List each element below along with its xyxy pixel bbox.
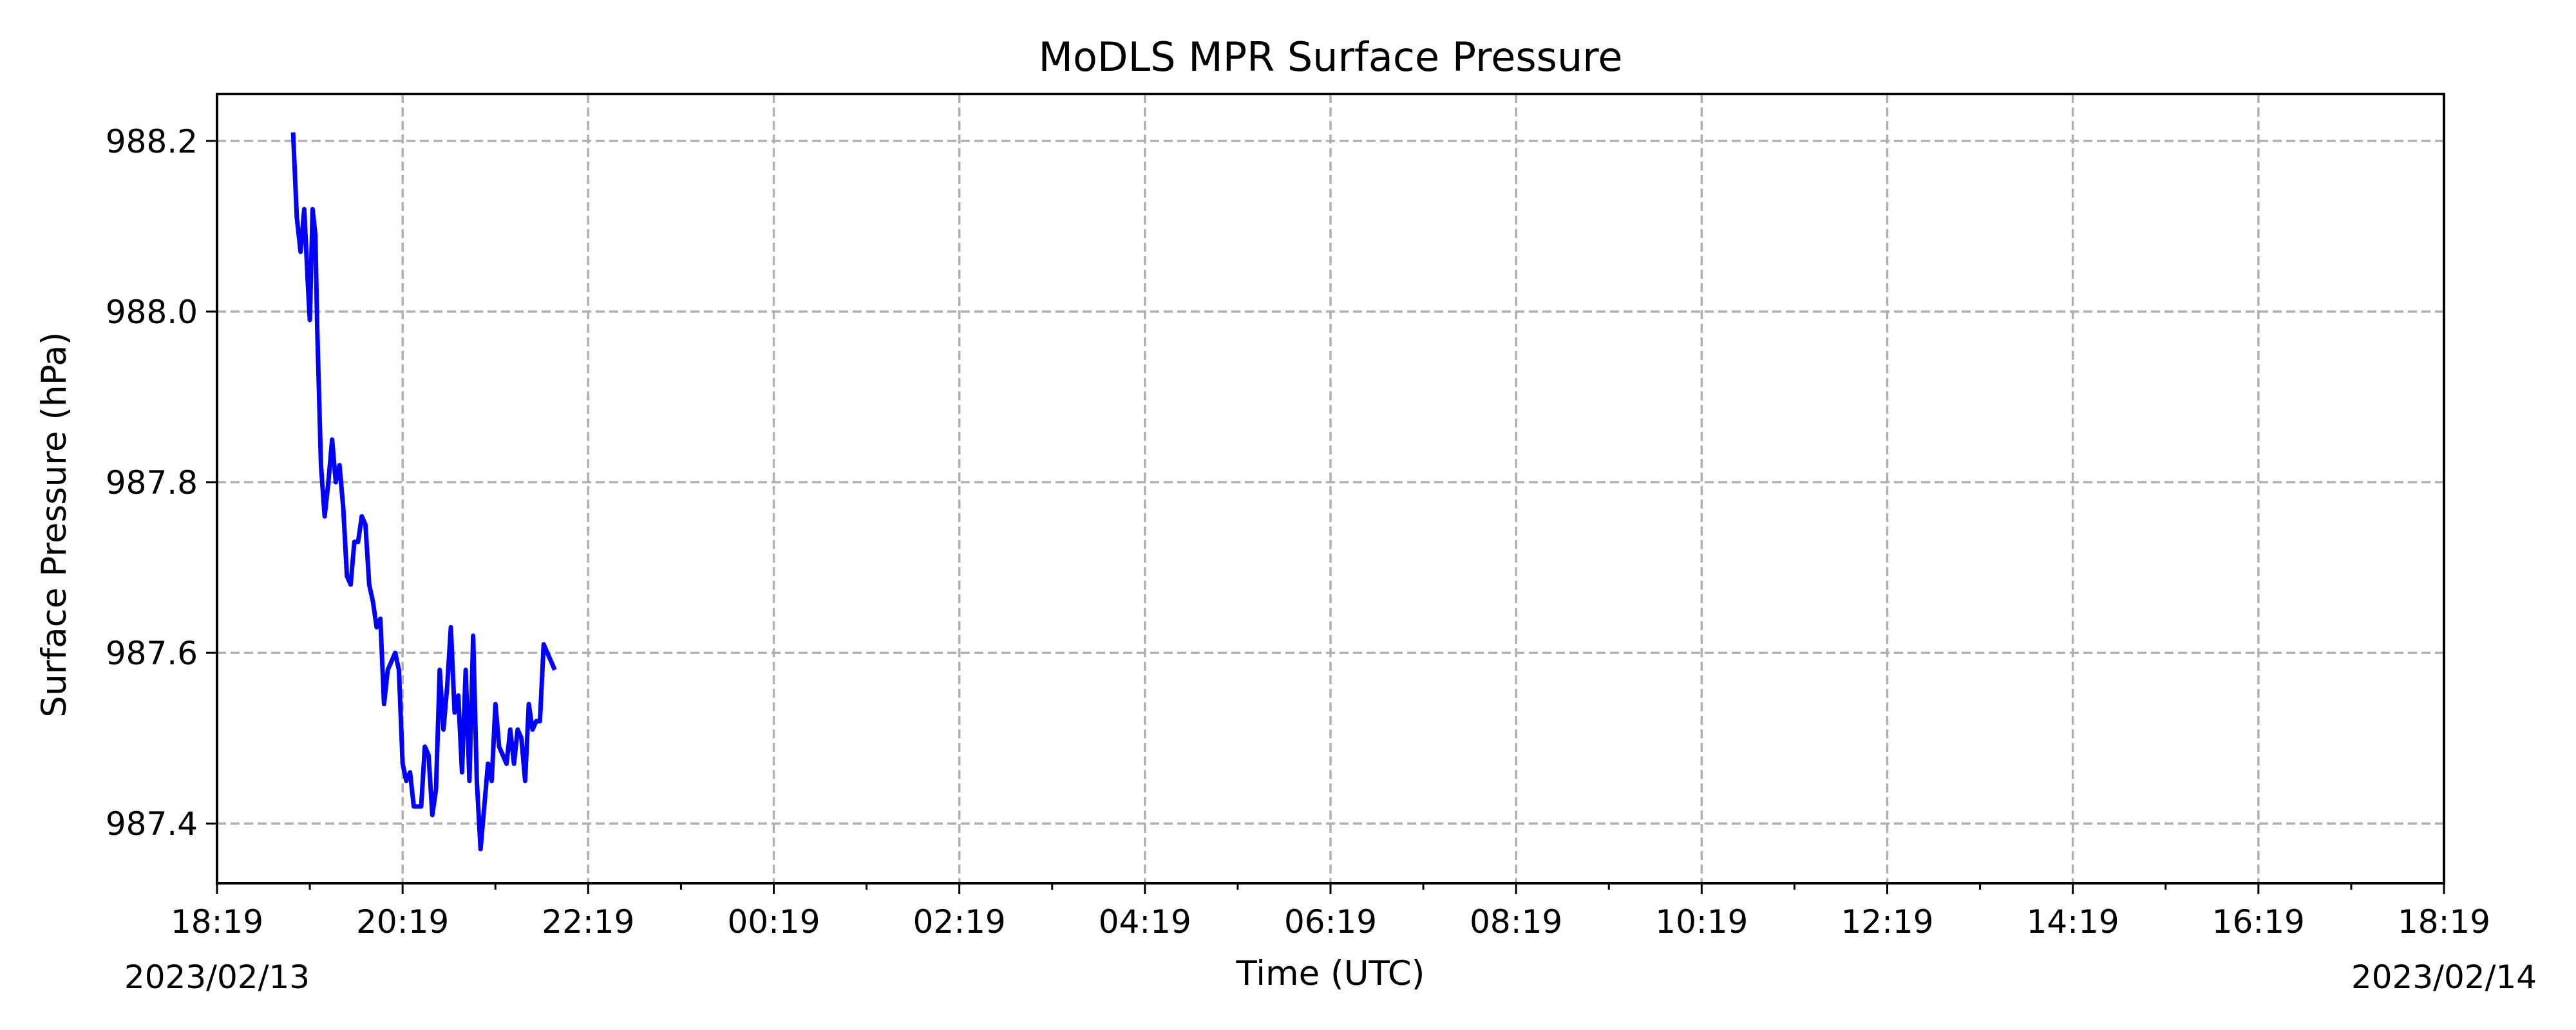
y-tick-label: 987.8 [106, 464, 198, 501]
x-tick-label: 04:19 [1099, 903, 1191, 941]
tick-layer [206, 140, 2445, 894]
y-axis-title: Surface Pressure (hPa) [35, 332, 74, 718]
x-tick-date-label: 2023/02/14 [2351, 959, 2537, 996]
x-tick-date-label: 2023/02/13 [124, 959, 310, 996]
y-tick-label: 988.2 [106, 123, 198, 160]
x-tick-label: 10:19 [1655, 903, 1748, 941]
label-layer: 18:19 2023/02/13 20:19 22:19 00:19 02:19 04:19… [106, 123, 2537, 996]
grid-layer [217, 94, 2444, 883]
x-tick-label: 18:19 [171, 903, 263, 941]
x-tick-label: 00:19 [727, 903, 820, 941]
x-tick-label: 16:19 [2212, 903, 2305, 941]
chart-title: MoDLS MPR Surface Pressure [1038, 33, 1622, 80]
y-tick-label: 987.6 [106, 635, 198, 672]
x-tick-label: 14:19 [2027, 903, 2119, 941]
x-tick-label: 02:19 [913, 903, 1006, 941]
x-tick-label: 20:19 [356, 903, 449, 941]
y-tick-label: 987.4 [106, 805, 198, 843]
y-tick-label: 988.0 [106, 294, 198, 331]
pressure-series-line [290, 132, 557, 852]
x-tick-label: 08:19 [1470, 903, 1562, 941]
series-layer [290, 132, 557, 852]
x-tick-label: 18:19 [2398, 903, 2490, 941]
x-tick-label: 22:19 [542, 903, 634, 941]
x-tick-label: 06:19 [1284, 903, 1377, 941]
x-tick-label: 12:19 [1841, 903, 1933, 941]
x-axis-title: Time (UTC) [1236, 954, 1425, 993]
